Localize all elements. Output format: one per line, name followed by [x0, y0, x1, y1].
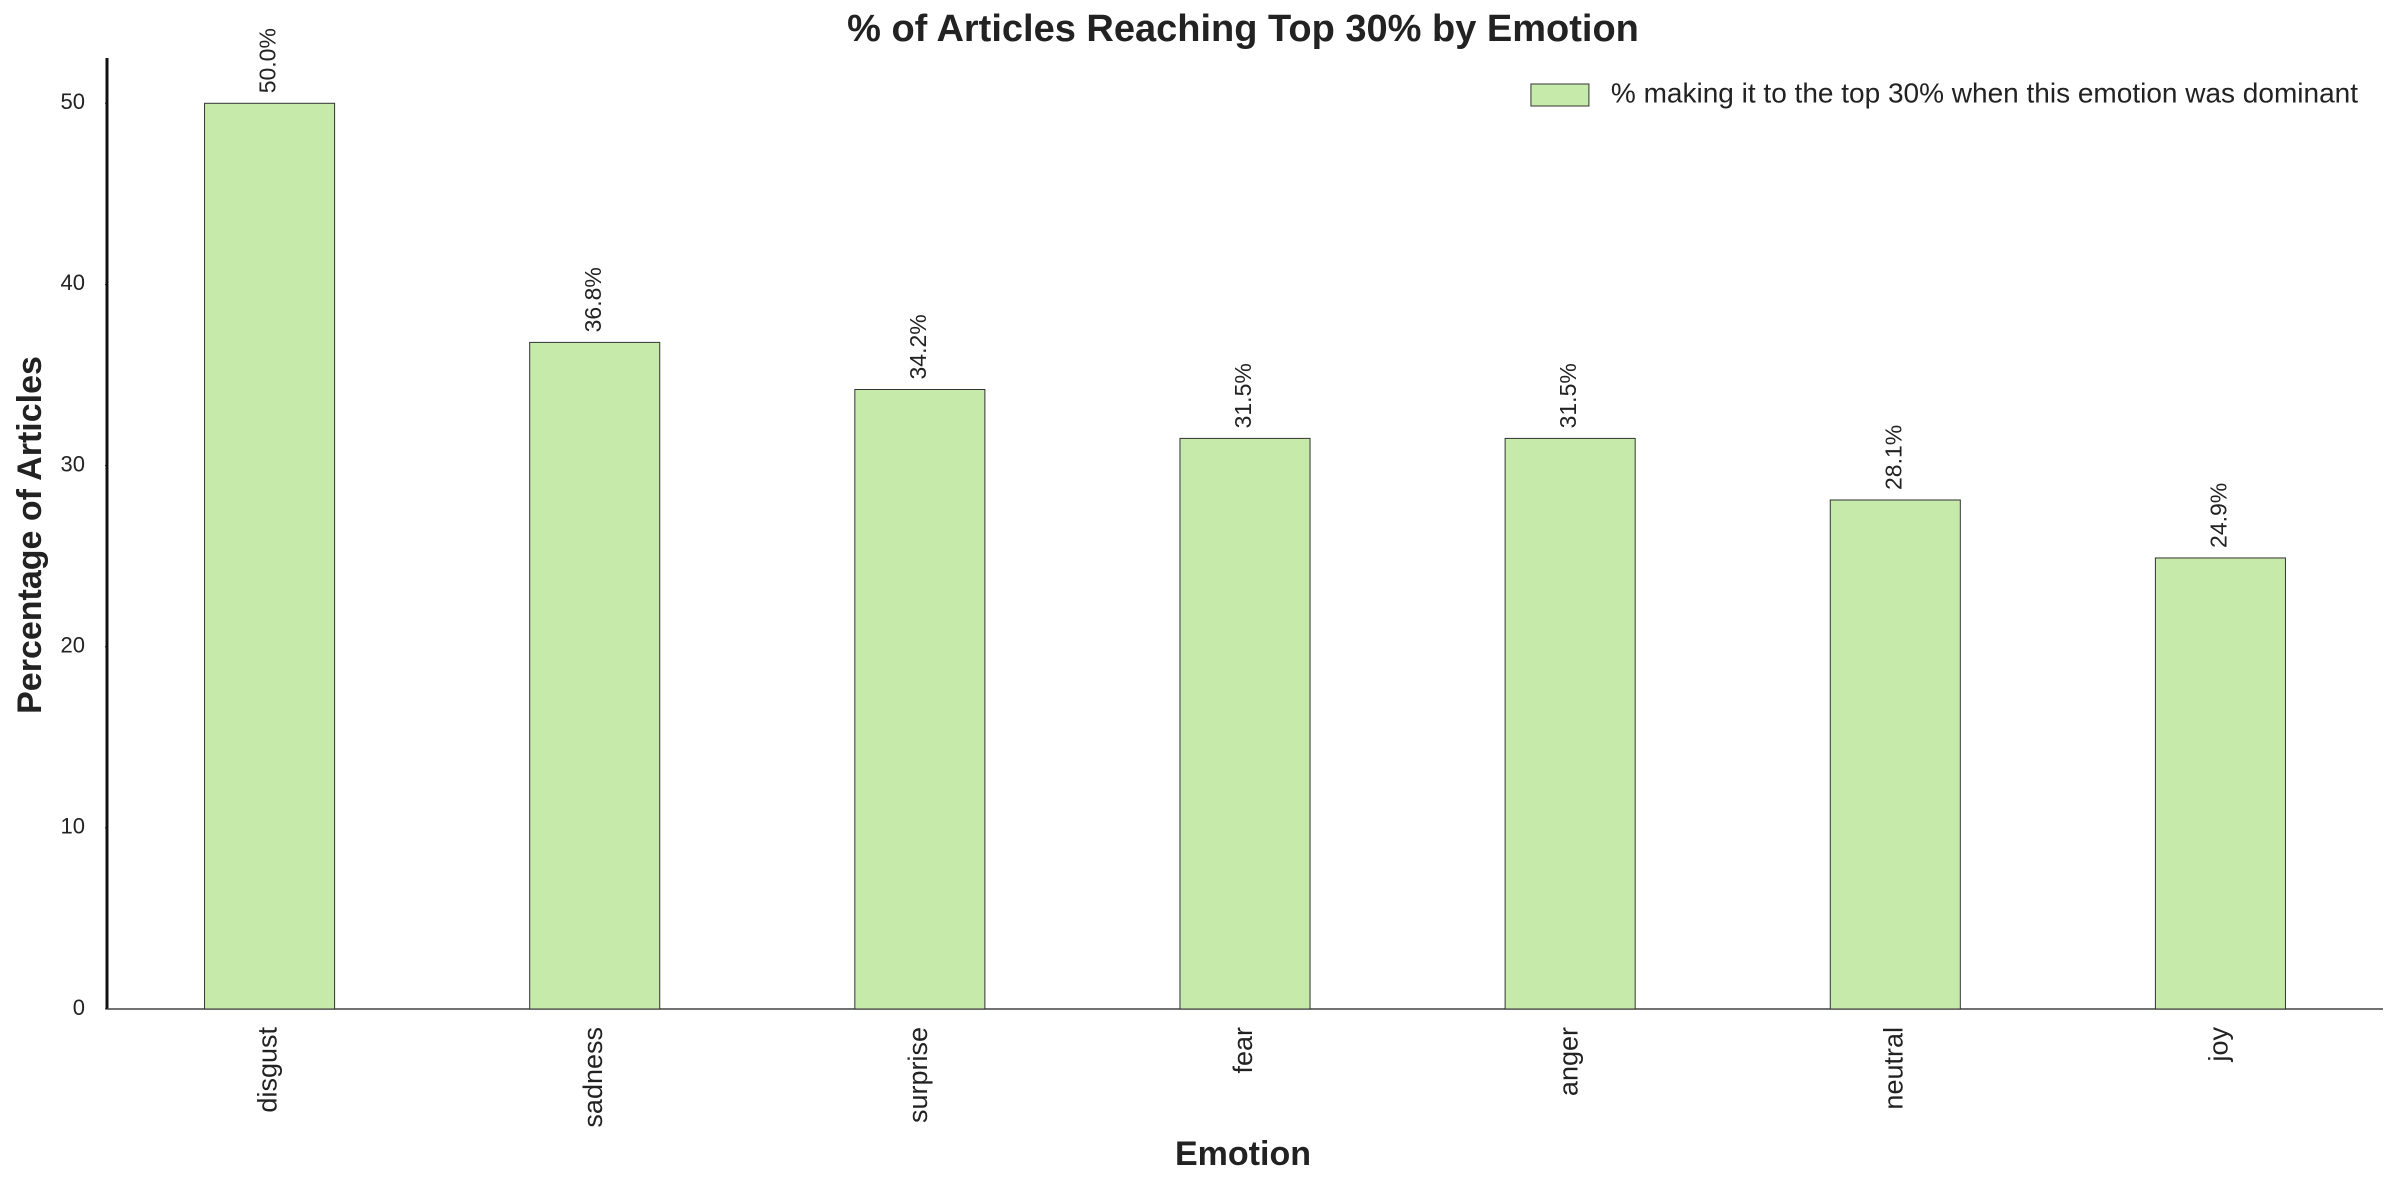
bar — [2154, 557, 2286, 1010]
y-tick-label: 40 — [61, 270, 85, 295]
y-tick-label: 50 — [61, 89, 85, 114]
legend-swatch — [1530, 83, 1590, 107]
y-axis-label: Percentage of Articles — [11, 356, 49, 714]
bar — [1179, 437, 1311, 1010]
bar — [1504, 437, 1636, 1010]
x-tick-label: fear — [1228, 1027, 1258, 1074]
value-label: 31.5% — [1555, 363, 1581, 428]
x-tick-label: neutral — [1878, 1027, 1908, 1110]
value-label: 34.2% — [905, 314, 931, 379]
x-tick-label: surprise — [903, 1027, 933, 1123]
x-tick-label: joy — [2204, 1027, 2234, 1063]
y-tick-label: 20 — [61, 633, 85, 658]
bar — [204, 102, 336, 1010]
y-tick-label: 10 — [61, 814, 85, 839]
value-label: 24.9% — [2206, 483, 2232, 548]
bar — [529, 341, 661, 1010]
y-tick-label: 0 — [73, 995, 85, 1020]
value-label: 36.8% — [580, 267, 606, 332]
value-label: 50.0% — [255, 28, 281, 93]
chart-title: % of Articles Reaching Top 30% by Emotio… — [847, 8, 1639, 50]
x-axis-label: Emotion — [1175, 1135, 1311, 1173]
x-tick-label: anger — [1553, 1027, 1583, 1096]
value-label: 28.1% — [1880, 425, 1906, 490]
value-label: 31.5% — [1230, 363, 1256, 428]
bar — [1829, 499, 1961, 1010]
legend-label: % making it to the top 30% when this emo… — [1611, 77, 2358, 108]
y-tick-label: 30 — [61, 451, 85, 476]
x-tick-label: disgust — [253, 1027, 283, 1113]
bar — [854, 388, 986, 1010]
x-tick-label: sadness — [578, 1027, 608, 1128]
